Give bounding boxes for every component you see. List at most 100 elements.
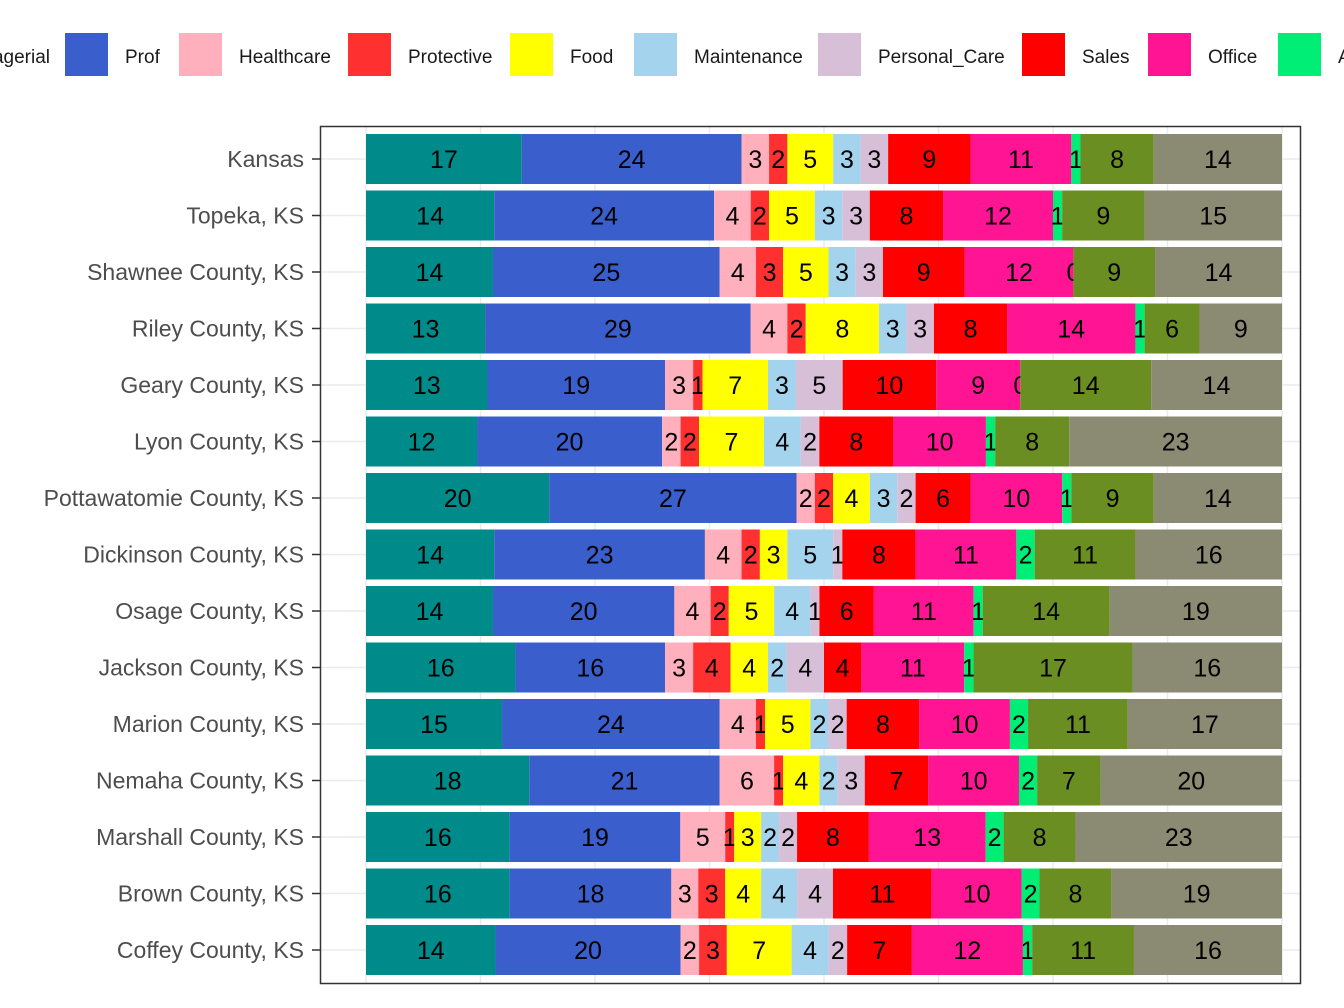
bar-segment-personal-care: [860, 134, 889, 184]
legend-label: Office: [1208, 47, 1257, 68]
bar-segment-healthcare: [665, 360, 694, 410]
y-tick-label: Kansas: [227, 146, 304, 172]
data-label-sales: 7: [873, 937, 887, 965]
data-label-sales: 8: [899, 203, 913, 231]
bar-segment-agriculture: [1053, 190, 1063, 241]
bar-segment-office: [861, 642, 965, 693]
data-label-sales: 4: [836, 655, 850, 683]
bar-segment-office: [893, 416, 986, 467]
bar-segment-protective: [769, 134, 788, 184]
data-label-managerial: 13: [413, 372, 441, 400]
data-label-food: 3: [741, 824, 755, 852]
data-label-prof: 24: [597, 711, 625, 739]
data-label-protective: 1: [691, 372, 705, 400]
data-label-prof: 27: [659, 485, 687, 513]
data-label-maintenance: 3: [840, 146, 854, 174]
y-tick-label: Riley County, KS: [132, 316, 304, 342]
legend-item-agriculture: A: [1278, 33, 1344, 76]
data-label-construction: 9: [1096, 203, 1110, 231]
data-label-office: 10: [963, 881, 991, 909]
data-label-construction: 17: [1039, 655, 1067, 683]
bar-segment-prof: [494, 190, 715, 241]
bar-segment-agriculture: [1021, 868, 1040, 919]
bar-segment-protective: [699, 925, 727, 975]
bar-segment-healthcare: [750, 303, 788, 354]
bar-segment-agriculture: [964, 642, 974, 693]
data-label-personal-care: 3: [913, 316, 927, 344]
data-label-maintenance: 3: [835, 259, 849, 287]
legend-key: [818, 33, 861, 76]
data-label-maintenance: 2: [770, 655, 784, 683]
bar-segment-personal-care: [797, 868, 833, 919]
data-label-agriculture: 1: [971, 598, 985, 626]
bar-segment-maintenance: [761, 812, 780, 862]
bar-segment-managerial: [366, 586, 493, 636]
data-label-healthcare: 4: [762, 316, 776, 344]
bar-segment-protective: [710, 586, 729, 636]
bar-segment-food: [783, 247, 829, 297]
bar-segment-production: [1127, 699, 1282, 749]
bar-segment-office: [964, 247, 1074, 297]
bar-segment-construction: [1028, 699, 1128, 749]
data-label-personal-care: 2: [781, 824, 795, 852]
bar-segment-managerial: [366, 925, 496, 975]
bar-segment-construction: [1144, 303, 1200, 354]
bar-segment-personal-care: [800, 416, 820, 467]
bar-segment-sales: [882, 247, 965, 297]
data-label-maintenance: 2: [822, 768, 836, 796]
data-label-sales: 8: [826, 824, 840, 852]
bar-row-nemaha-county-ks: 18 21 6 1 4 2 3 7 10 2 7 20: [366, 755, 1282, 806]
data-label-personal-care: 1: [808, 598, 822, 626]
data-label-office: 13: [913, 824, 941, 852]
bar-segment-personal-care: [906, 303, 934, 354]
bar-segment-construction: [1034, 529, 1136, 580]
data-label-prof: 19: [562, 372, 590, 400]
data-label-sales: 8: [849, 429, 863, 457]
bar-segment-prof: [509, 812, 681, 862]
legend-key: [348, 33, 391, 76]
y-tick-label: Nemaha County, KS: [96, 768, 304, 794]
bar-segment-personal-care: [855, 247, 883, 297]
y-tick-label: Geary County, KS: [120, 372, 304, 398]
data-label-sales: 7: [890, 768, 904, 796]
bar-segment-protective: [755, 247, 784, 297]
data-label-construction: 8: [1025, 429, 1039, 457]
legend-item-sales: Sales: [1022, 33, 1130, 76]
bar-segment-maintenance: [787, 529, 834, 580]
bar-segment-healthcare: [680, 812, 726, 862]
bar-segment-prof: [509, 868, 672, 919]
data-label-protective: 2: [713, 598, 727, 626]
bar-segment-office: [936, 360, 1021, 410]
legend-key: [634, 33, 677, 76]
bar-segment-food: [833, 473, 870, 523]
bar-segment-office: [919, 699, 1010, 749]
data-label-construction: 8: [1033, 824, 1047, 852]
bar-segment-maintenance: [791, 925, 829, 975]
data-label-healthcare: 3: [678, 881, 692, 909]
bar-segment-prof: [529, 755, 720, 806]
bar-segment-personal-care: [842, 190, 870, 241]
data-label-prof: 29: [604, 316, 632, 344]
data-label-prof: 23: [586, 542, 614, 570]
legend-key: [1278, 33, 1321, 76]
panel-border: [319, 125, 1302, 985]
data-label-maintenance: 3: [877, 485, 891, 513]
data-label-healthcare: 3: [672, 655, 686, 683]
data-label-agriculture: 1: [984, 429, 998, 457]
data-label-food: 5: [781, 711, 795, 739]
bar-segment-managerial: [366, 360, 488, 410]
data-label-protective: 3: [706, 937, 720, 965]
bar-segment-personal-care: [828, 925, 848, 975]
bar-segment-personal-care: [897, 473, 916, 523]
bar-segment-construction: [982, 586, 1110, 636]
bar-segment-healthcare: [671, 868, 699, 919]
data-label-managerial: 15: [420, 711, 448, 739]
legend-key: [65, 33, 108, 76]
data-label-production: 17: [1191, 711, 1219, 739]
data-label-construction: 11: [1065, 711, 1091, 739]
data-label-construction: 6: [1165, 316, 1179, 344]
data-label-protective: 1: [754, 711, 768, 739]
y-axis-labels: Kansas Topeka, KS Shawnee County, KS Riley …: [44, 146, 304, 963]
data-label-managerial: 16: [424, 881, 452, 909]
